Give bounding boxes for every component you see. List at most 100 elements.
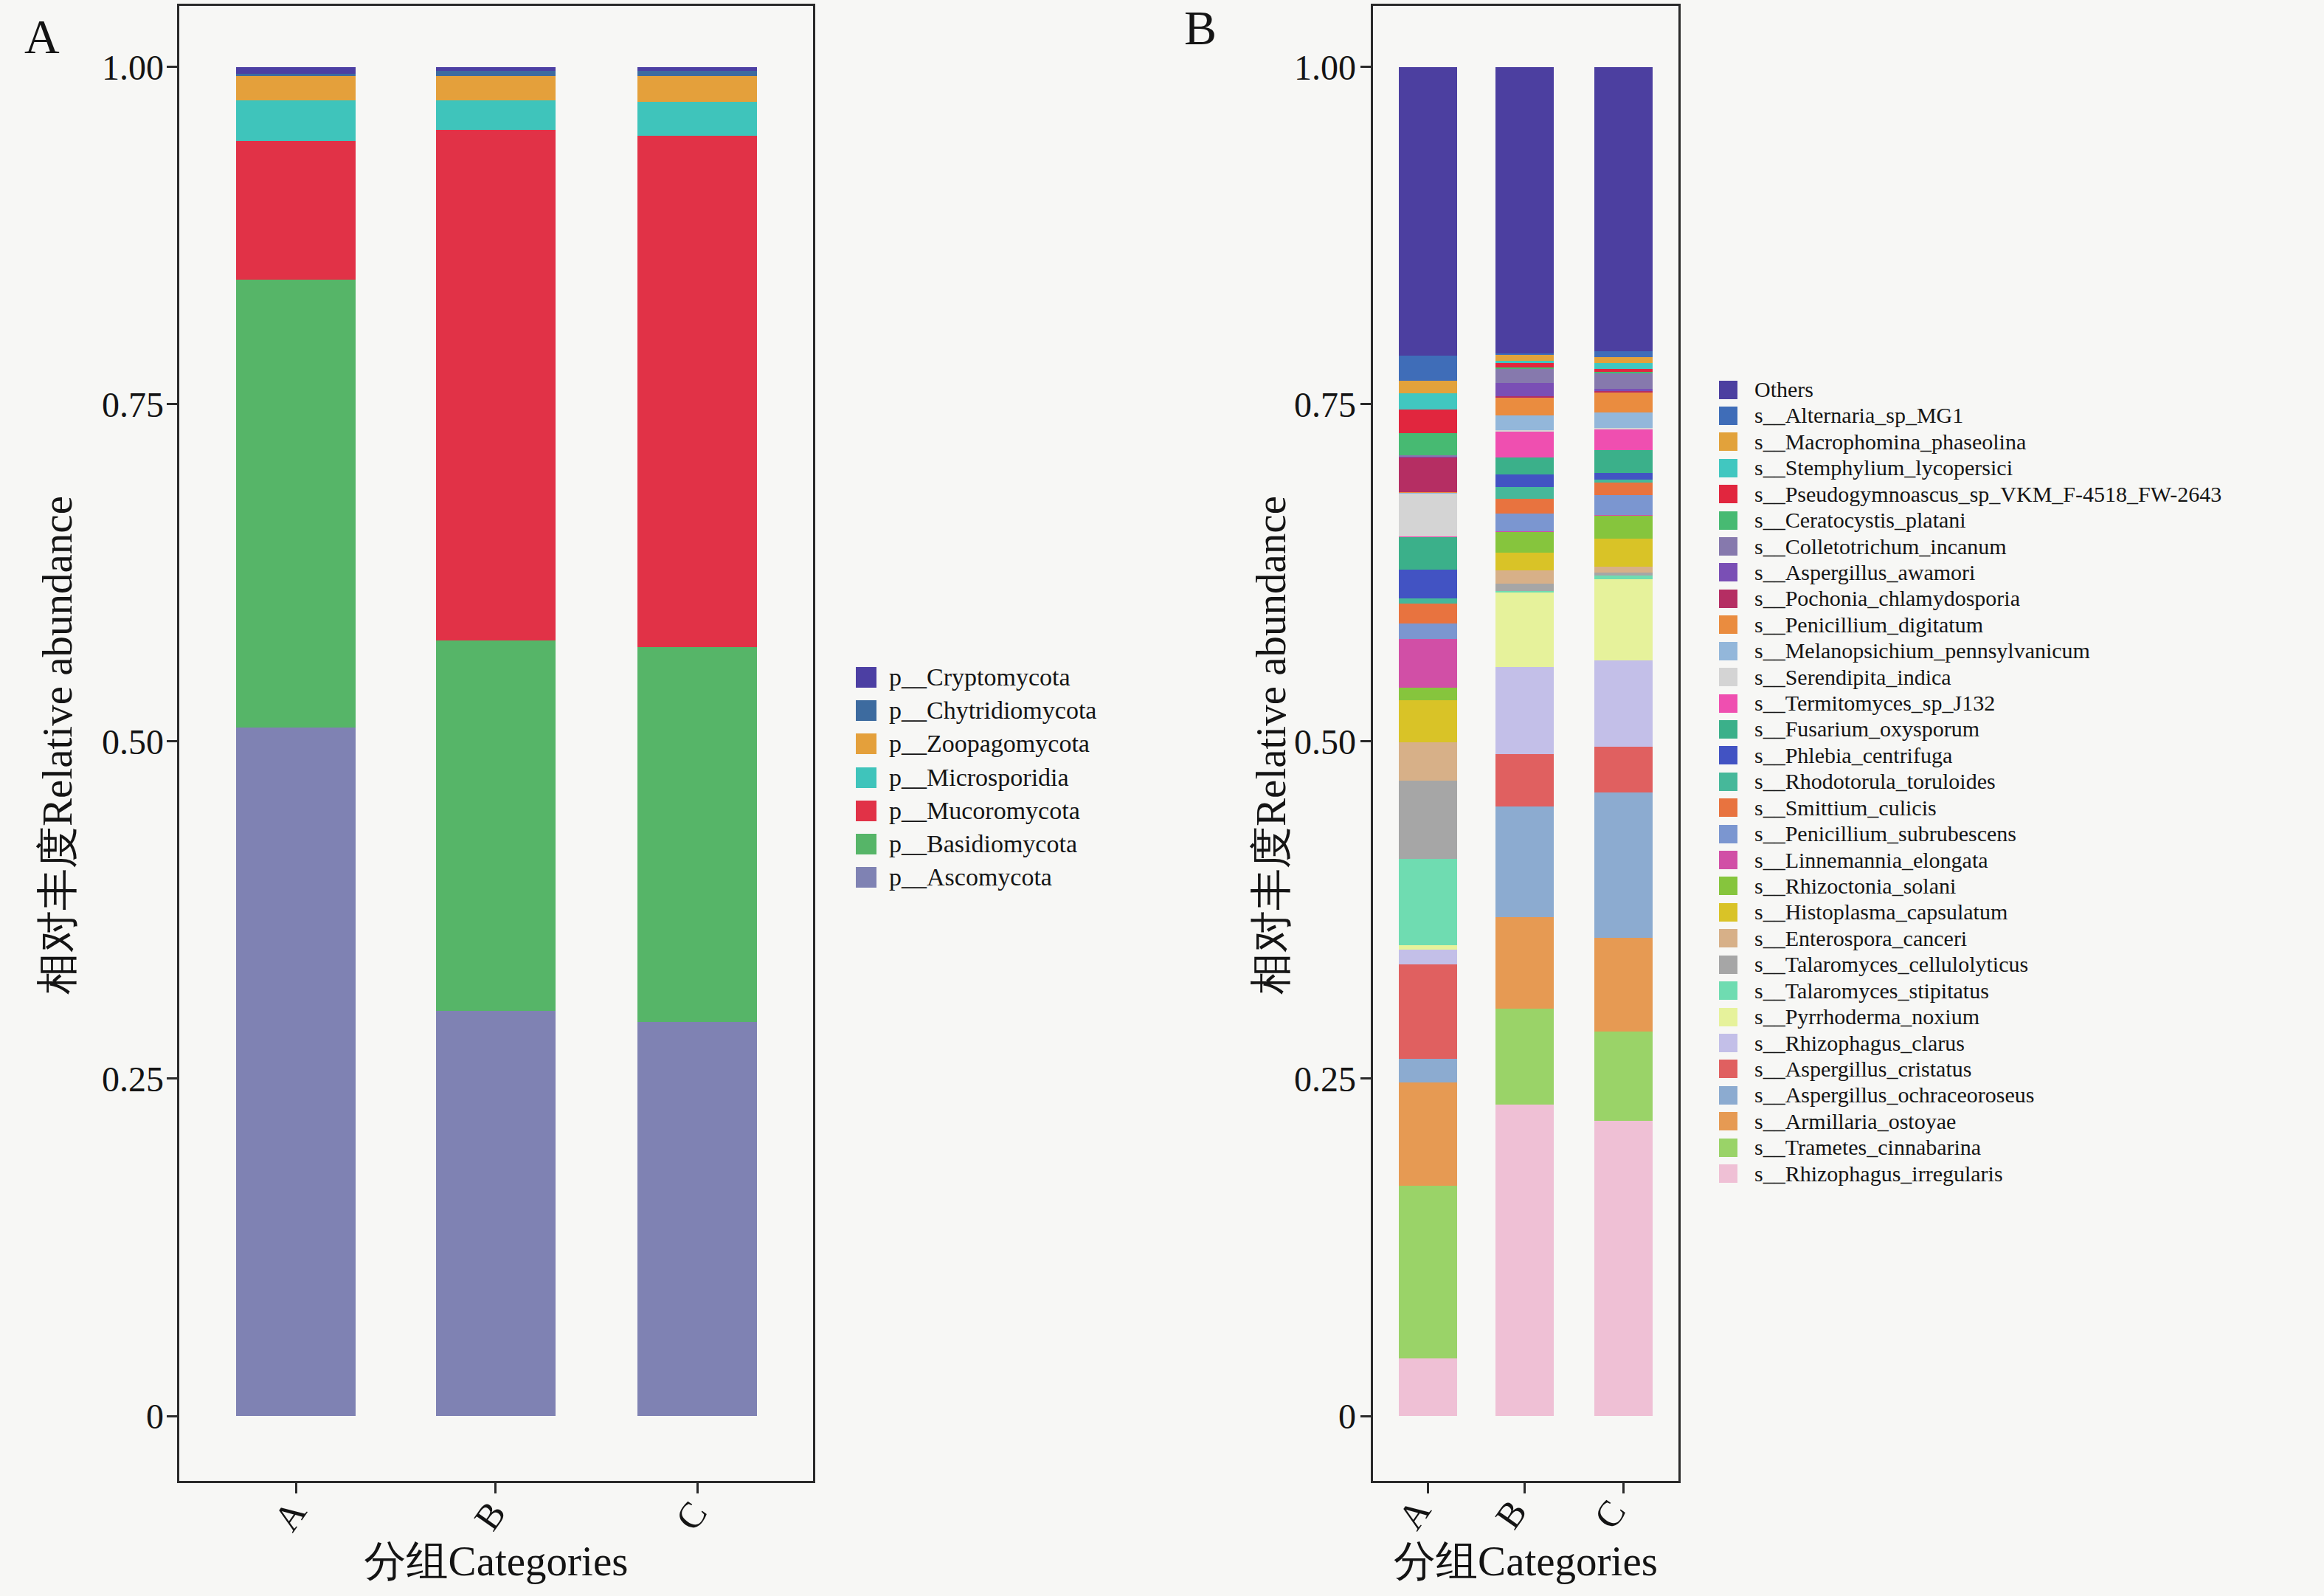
legend-swatch — [1719, 432, 1737, 451]
bar-segment — [436, 130, 556, 640]
bar-segment — [1594, 539, 1653, 567]
legend-label: s__Penicillium_subrubescens — [1754, 821, 2016, 846]
legend-swatch — [856, 700, 876, 721]
bar-segment — [236, 141, 356, 280]
legend-swatch — [1719, 1008, 1737, 1026]
x-axis-tick — [696, 1483, 699, 1493]
bar-segment — [1399, 1059, 1457, 1082]
bar-segment — [1594, 363, 1653, 369]
bar-segment — [637, 71, 757, 76]
y-axis-tick-label: 0 — [1135, 1396, 1356, 1437]
bar-segment — [1495, 367, 1554, 369]
bar-segment — [236, 100, 356, 141]
x-axis-tick-label: C — [1585, 1492, 1635, 1537]
legend-swatch — [1719, 1034, 1737, 1052]
y-axis-tick-label: 1.00 — [0, 46, 164, 87]
bar-segment — [1594, 579, 1653, 660]
legend-label: s__Penicillium_digitatum — [1754, 612, 1983, 638]
y-axis-tick — [167, 66, 177, 68]
bar-segment — [1594, 412, 1653, 428]
legend-label: s__Fusarium_oxysporum — [1754, 716, 1979, 742]
figure: A B 00.250.500.751.00ABC相对丰度Relative abu… — [0, 0, 2324, 1596]
legend-label: p__Basidiomycota — [889, 830, 1077, 858]
bar-segment — [1594, 1121, 1653, 1416]
bar-segment — [1495, 917, 1554, 1009]
bar-segment — [1594, 357, 1653, 363]
bar-segment — [1594, 429, 1653, 450]
legend-label: s__Melanopsichium_pennsylvanicum — [1754, 638, 2090, 663]
legend-label: s__Rhizoctonia_solani — [1754, 874, 1956, 899]
bar-segment — [1495, 369, 1554, 382]
bar-segment — [1594, 480, 1653, 483]
y-axis-tick-label: 1.00 — [1135, 46, 1356, 87]
bar-segment — [436, 640, 556, 1012]
legend-label: p__Chytridiomycota — [889, 697, 1096, 725]
legend-swatch — [1719, 1060, 1737, 1078]
bar-segment — [1594, 393, 1653, 412]
bar-segment — [1495, 361, 1554, 363]
legend-label: s__Aspergillus_cristatus — [1754, 1057, 1971, 1082]
bar-segment — [1399, 570, 1457, 598]
y-axis-tick-label: 0.75 — [0, 384, 164, 424]
legend-swatch — [1719, 1164, 1737, 1183]
legend-label: s__Aspergillus_ochraceoroseus — [1754, 1082, 2034, 1108]
bar-segment — [1399, 623, 1457, 639]
legend-label: s__Linnemannia_elongata — [1754, 848, 1988, 873]
legend-label: s__Colletotrichum_incanum — [1754, 534, 2007, 559]
legend-swatch — [1719, 798, 1737, 817]
y-axis-title: 相对丰度Relative abundance — [1243, 496, 1300, 995]
bar-segment — [1594, 938, 1653, 1032]
y-axis-tick — [167, 1415, 177, 1417]
bar-segment — [1594, 369, 1653, 372]
legend-label: p__Zoopagomycota — [889, 730, 1090, 758]
bar-segment — [1495, 474, 1554, 487]
stacked-bar-b-c — [1594, 67, 1653, 1417]
bar-segment — [1399, 381, 1457, 393]
legend-swatch — [1719, 1086, 1737, 1105]
x-axis-tick-label: A — [265, 1493, 315, 1539]
bar-segment — [1495, 570, 1554, 584]
bar-segment — [1399, 537, 1457, 570]
bar-segment — [1399, 950, 1457, 964]
bar-segment — [1495, 363, 1554, 367]
bar-segment — [1495, 531, 1554, 532]
y-axis-title: 相对丰度Relative abundance — [30, 496, 86, 995]
y-axis-tick-label: 0 — [0, 1396, 164, 1437]
bar-segment — [637, 67, 757, 71]
bar-segment — [1594, 483, 1653, 495]
legend-label: p__Microsporidia — [889, 764, 1069, 792]
stacked-bar-a-c — [637, 67, 757, 1417]
legend-label: p__Ascomycota — [889, 863, 1052, 891]
x-axis-title: 分组Categories — [364, 1533, 629, 1590]
legend-swatch — [1719, 407, 1737, 425]
legend-swatch — [1719, 1112, 1737, 1130]
legend-swatch — [1719, 825, 1737, 843]
legend-label: s__Aspergillus_awamori — [1754, 560, 1975, 585]
bar-segment — [1495, 754, 1554, 806]
y-axis-tick — [1360, 1415, 1371, 1417]
legend-swatch — [856, 733, 876, 754]
bar-segment — [1495, 383, 1554, 397]
bar-segment — [1594, 660, 1653, 747]
bar-segment — [436, 1011, 556, 1416]
legend-label: Others — [1754, 377, 1813, 402]
bar-segment — [1399, 494, 1457, 536]
bar-segment — [1594, 372, 1653, 373]
bar-segment — [1495, 353, 1554, 355]
bar-segment — [1399, 457, 1457, 492]
legend-label: s__Stemphylium_lycopersici — [1754, 455, 2013, 480]
bar-segment — [436, 67, 556, 71]
x-axis-title: 分组Categories — [1394, 1533, 1658, 1590]
legend-swatch — [856, 767, 876, 788]
stacked-bar-a-b — [436, 67, 556, 1417]
legend-swatch — [1719, 929, 1737, 947]
legend-label: s__Rhizophagus_irregularis — [1754, 1161, 2003, 1186]
bar-segment — [1399, 964, 1457, 1059]
bar-segment — [1399, 1186, 1457, 1359]
bar-segment — [436, 76, 556, 100]
bar-segment — [1594, 515, 1653, 516]
bar-segment — [1495, 591, 1554, 593]
bar-segment — [1594, 567, 1653, 573]
legend-swatch — [1719, 773, 1737, 791]
bar-segment — [1594, 391, 1653, 393]
